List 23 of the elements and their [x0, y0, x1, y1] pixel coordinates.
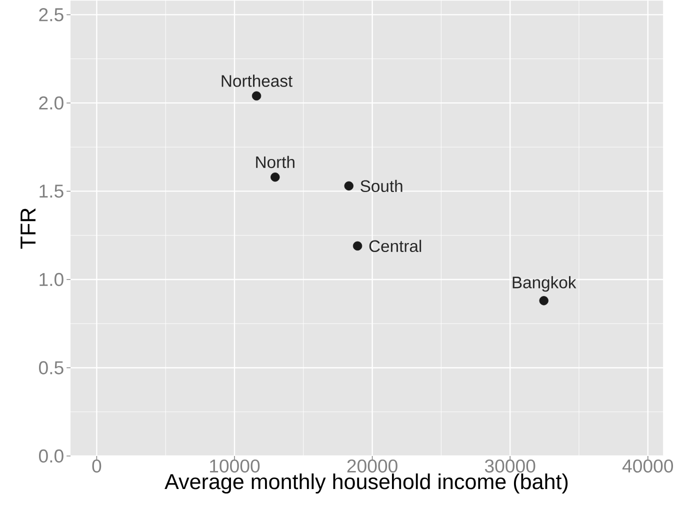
point [270, 172, 280, 182]
annotation: Central [369, 240, 422, 252]
y-tick-label: 0.0 [38, 449, 64, 463]
y-tick-label: 2.5 [39, 8, 64, 22]
point [352, 241, 362, 251]
x-tick-label: 0 [92, 459, 102, 473]
x-tick-label: 20000 [347, 459, 398, 473]
x-axis-title: Average monthly household income (baht) [164, 473, 568, 494]
point [539, 296, 548, 306]
y-axis-title: TFR [20, 208, 36, 249]
annotation: North [256, 156, 294, 168]
annotation: Bangkok [512, 276, 576, 292]
annotation: Northeast [222, 74, 292, 87]
y-tick-label: 2.0 [39, 96, 64, 110]
x-tick-label: 40000 [622, 459, 674, 473]
annotation: South [360, 180, 402, 192]
point [252, 91, 262, 101]
x-tick-label: 30000 [484, 459, 536, 473]
y-tick-label: 1.5 [40, 184, 64, 198]
y-tick-label: 0.5 [38, 361, 64, 374]
point [344, 181, 354, 191]
x-tick-label: 10000 [210, 459, 260, 473]
y-tick-label: 1.0 [40, 272, 64, 286]
